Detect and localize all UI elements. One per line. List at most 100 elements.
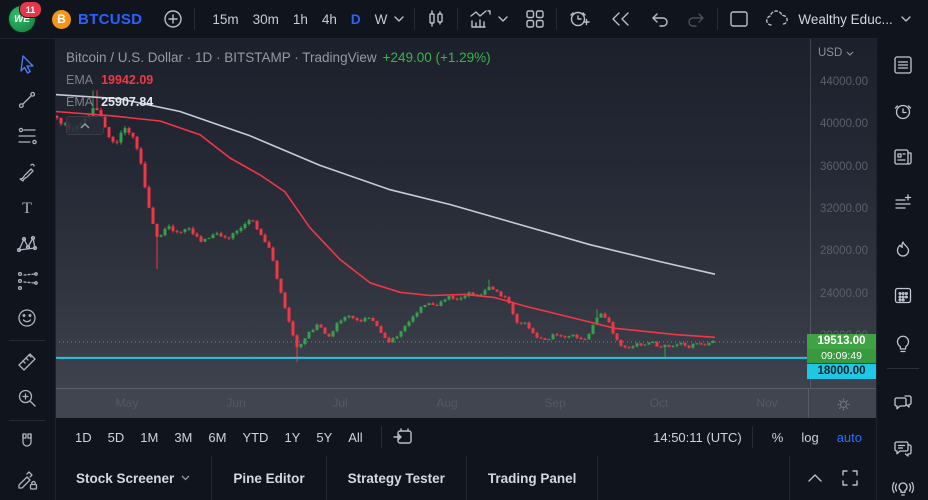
axis-divider: [808, 389, 809, 419]
alerts-icon[interactable]: [891, 99, 915, 123]
bar-replay-icon[interactable]: [609, 10, 631, 28]
timeframe-15m[interactable]: 15m: [212, 11, 239, 27]
trend-line-tool-icon[interactable]: [13, 86, 41, 114]
chart-background: [55, 38, 876, 388]
toolbar-divider: [194, 8, 196, 30]
log-scale-button[interactable]: log: [801, 429, 819, 445]
last-price-label: 19513.00 09:09:49: [807, 334, 876, 363]
clock[interactable]: 14:50:11 (UTC): [653, 429, 742, 445]
chart-style-candles-icon[interactable]: [425, 8, 447, 30]
toolbar-separator: [9, 420, 45, 421]
price-tick: 36000.00: [820, 161, 868, 173]
price-tick: 40000.00: [820, 118, 868, 130]
price-change: +249.00 (+1.29%): [382, 50, 491, 65]
right-sidebar: [876, 38, 928, 500]
month-label: Jun: [226, 396, 246, 410]
tab-trading-panel[interactable]: Trading Panel: [467, 456, 599, 500]
axis-settings-gear-icon[interactable]: [825, 392, 861, 416]
range-3m[interactable]: 3M: [174, 429, 193, 445]
text-notes-icon[interactable]: [891, 191, 915, 215]
cursor-tool-icon[interactable]: [13, 50, 41, 78]
last-price-value: 19513.00: [807, 334, 876, 349]
toolbar-separator: [9, 340, 45, 341]
ema-slow-value: 25907.84: [101, 95, 154, 109]
cloud-save-icon[interactable]: [764, 9, 790, 29]
account-chevron-icon[interactable]: [901, 16, 911, 22]
toolbar-divider: [751, 426, 753, 448]
layout-select-icon[interactable]: [728, 9, 750, 29]
tab-pine-editor[interactable]: Pine Editor: [212, 456, 327, 500]
bar-countdown: 09:09:49: [807, 349, 876, 363]
time-axis[interactable]: May Jun Jul Aug Sep Oct Nov: [55, 388, 876, 420]
legend-collapse-button[interactable]: [66, 116, 104, 135]
ideas-icon[interactable]: [891, 331, 915, 355]
watchlist-icon[interactable]: [891, 53, 915, 77]
range-1m[interactable]: 1M: [140, 429, 159, 445]
month-label: Jul: [332, 396, 348, 410]
create-alert-icon[interactable]: [567, 7, 591, 31]
timeframe-1d[interactable]: D: [350, 11, 361, 27]
tab-stock-screener[interactable]: Stock Screener: [55, 456, 213, 500]
compare-add-icon[interactable]: [162, 8, 184, 30]
zoom-in-tool-icon[interactable]: [13, 384, 41, 412]
range-all[interactable]: All: [348, 429, 363, 445]
auto-scale-button[interactable]: auto: [836, 429, 862, 445]
toolbar-divider: [414, 8, 416, 30]
price-scale-currency[interactable]: USD: [818, 47, 854, 59]
tab-strategy-tester[interactable]: Strategy Tester: [327, 456, 467, 500]
text-tool-icon[interactable]: T: [13, 194, 41, 222]
percent-scale-button[interactable]: %: [771, 429, 784, 445]
sidebar-divider: [887, 368, 919, 369]
drawing-lock-tool-icon[interactable]: [13, 466, 41, 494]
expand-panel-chevron-icon[interactable]: [808, 474, 822, 482]
range-1y[interactable]: 1Y: [284, 429, 301, 445]
emoji-tool-icon[interactable]: [13, 304, 41, 332]
calendar-icon[interactable]: [891, 283, 915, 307]
symbol-description[interactable]: Bitcoin / U.S. Dollar · 1D · BITSTAMP · …: [66, 50, 491, 65]
range-1d[interactable]: 1D: [75, 429, 92, 445]
private-chat-icon[interactable]: [891, 436, 915, 460]
range-ytd[interactable]: YTD: [242, 429, 269, 445]
timeframe-30m[interactable]: 30m: [252, 11, 279, 27]
timeframe-menu-chevron-icon[interactable]: [394, 16, 405, 22]
account-name[interactable]: Wealthy Educ...: [798, 11, 893, 27]
fib-retracement-tool-icon[interactable]: [13, 122, 41, 150]
brush-tool-icon[interactable]: [13, 158, 41, 186]
month-label: Nov: [756, 396, 778, 410]
range-toolbar: 1D 5D 1M 3M 6M YTD 1Y 5Y All 14:50:11 (U…: [55, 418, 876, 457]
ema-fast-value: 19942.09: [101, 73, 154, 87]
indicators-chevron-icon[interactable]: [498, 16, 509, 22]
symbol-button[interactable]: BTCUSD: [78, 10, 143, 28]
magnet-tool-icon[interactable]: [13, 428, 41, 456]
indicators-icon[interactable]: [468, 8, 492, 30]
range-5y[interactable]: 5Y: [316, 429, 333, 445]
svg-text:T: T: [22, 200, 32, 217]
streams-icon[interactable]: [891, 476, 915, 500]
range-5d[interactable]: 5D: [107, 429, 125, 445]
bitcoin-icon: B: [52, 9, 71, 29]
public-chats-icon[interactable]: [891, 391, 915, 415]
chart-legend: Bitcoin / U.S. Dollar · 1D · BITSTAMP · …: [66, 50, 491, 135]
fullscreen-icon[interactable]: [842, 470, 858, 486]
price-tick: 28000.00: [820, 245, 868, 257]
measure-tool-icon[interactable]: [13, 348, 41, 376]
xabcd-pattern-tool-icon[interactable]: [13, 230, 41, 258]
forecast-tool-icon[interactable]: [13, 267, 41, 295]
timeframe-1w[interactable]: W: [374, 11, 388, 27]
go-to-date-icon[interactable]: [392, 427, 414, 447]
app-logo[interactable]: WE 11: [8, 1, 42, 33]
layout-templates-icon[interactable]: [524, 8, 546, 30]
month-label: Aug: [436, 396, 458, 410]
timeframe-4h[interactable]: 4h: [321, 11, 337, 27]
undo-icon[interactable]: [649, 10, 671, 28]
redo-icon[interactable]: [685, 10, 707, 28]
news-icon[interactable]: [891, 145, 915, 169]
toolbar-divider: [380, 426, 382, 448]
timeframe-1h[interactable]: 1h: [292, 11, 308, 27]
hotlists-icon[interactable]: [891, 238, 915, 262]
notification-badge: 11: [19, 1, 42, 18]
ema-slow-legend[interactable]: EMA 25907.84: [66, 95, 154, 109]
range-6m[interactable]: 6M: [208, 429, 227, 445]
ema-fast-legend[interactable]: EMA 19942.09: [66, 73, 154, 87]
